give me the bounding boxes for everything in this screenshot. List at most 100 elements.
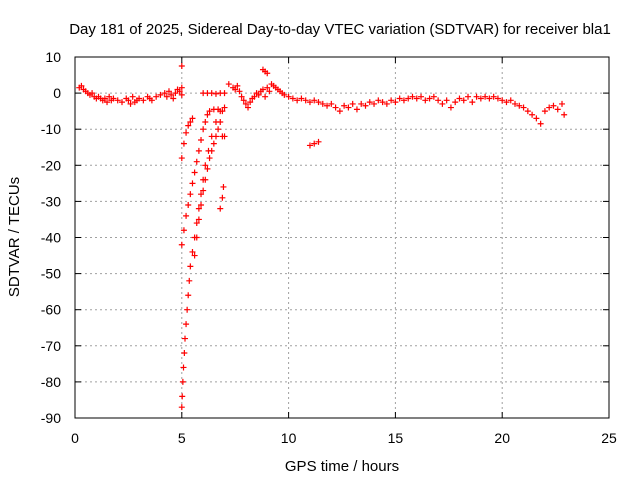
data-point [358,100,365,107]
data-point [319,100,326,107]
data-point [212,133,219,140]
data-point [264,70,271,77]
data-point [234,82,241,89]
data-point [220,183,227,190]
data-point [550,102,557,109]
data-point [178,155,185,162]
chart-title: Day 181 of 2025, Sidereal Day-to-day VTE… [69,21,611,38]
data-point [447,104,454,111]
data-point [187,191,194,198]
data-point [465,93,472,100]
y-tick-label: -50 [41,266,61,282]
data-point [482,93,489,100]
x-tick-label: 10 [281,430,297,446]
data-point [178,241,185,248]
data-point [242,100,249,107]
data-point [251,93,258,100]
y-tick-label: -80 [41,374,61,390]
data-point [125,97,132,104]
data-point [200,126,207,133]
data-point [238,93,245,100]
data-point [185,292,192,299]
data-point [336,108,343,115]
x-tick-label: 15 [388,430,404,446]
data-point [178,91,185,98]
data-point [311,97,318,104]
data-point [193,158,200,165]
data-point [184,306,191,313]
y-tick-label: 10 [45,49,61,65]
data-point [153,93,160,100]
data-point [110,95,117,102]
data-point [104,99,111,106]
y-axis-label: SDTVAR / TECUs [6,177,23,297]
data-point [443,97,450,104]
data-point [193,234,200,241]
data-point [225,81,232,88]
data-point [512,100,519,107]
data-point [507,97,514,104]
data-point [315,99,322,106]
data-point [118,99,125,106]
y-tick-label: -30 [41,193,61,209]
data-point [289,95,296,102]
data-point [221,104,228,111]
data-point [349,100,356,107]
data-point [140,97,147,104]
series-outlier-near-9h [259,66,271,77]
data-point [78,82,85,89]
data-point [106,93,113,100]
data-point [168,91,175,98]
data-point [371,100,378,107]
data-point [418,93,425,100]
data-point [324,102,331,109]
data-point [157,91,164,98]
x-tick-label: 5 [178,430,186,446]
data-point [524,108,531,115]
data-point [185,122,192,129]
data-point [236,88,243,95]
data-point [165,88,172,95]
data-point [219,108,226,115]
data-point [136,95,143,102]
data-point [375,97,382,104]
data-point [255,91,262,98]
data-point [180,227,187,234]
data-point [89,90,96,97]
data-point [494,95,501,102]
data-point [473,93,480,100]
data-point [413,95,420,102]
data-point [426,95,433,102]
data-point [204,165,211,172]
series-band-near-zero-a [76,82,185,107]
series-outlier-near-5h [178,63,185,70]
data-point [208,90,215,97]
data-point [400,97,407,104]
data-point [101,95,108,102]
data-point [187,118,194,125]
data-point [179,393,186,400]
data-point [204,111,211,118]
data-point [202,176,209,183]
data-point [332,104,339,111]
data-point [221,133,228,140]
data-point [311,140,318,147]
data-point [178,84,185,91]
axis-ticks [74,56,610,419]
data-point [215,106,222,113]
data-point [302,97,309,104]
data-point [198,191,205,198]
data-point [187,263,194,270]
y-tick-label: -20 [41,157,61,173]
data-point [195,147,202,154]
data-point [477,95,484,102]
data-point [198,137,205,144]
data-point [328,100,335,107]
data-point [127,100,134,107]
data-point [520,104,527,111]
data-point [559,100,566,107]
data-point [185,202,192,209]
data-point [202,162,209,169]
data-point [259,86,266,93]
